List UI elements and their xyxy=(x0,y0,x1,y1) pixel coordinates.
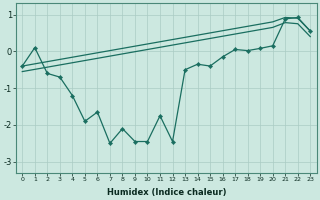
X-axis label: Humidex (Indice chaleur): Humidex (Indice chaleur) xyxy=(107,188,226,197)
